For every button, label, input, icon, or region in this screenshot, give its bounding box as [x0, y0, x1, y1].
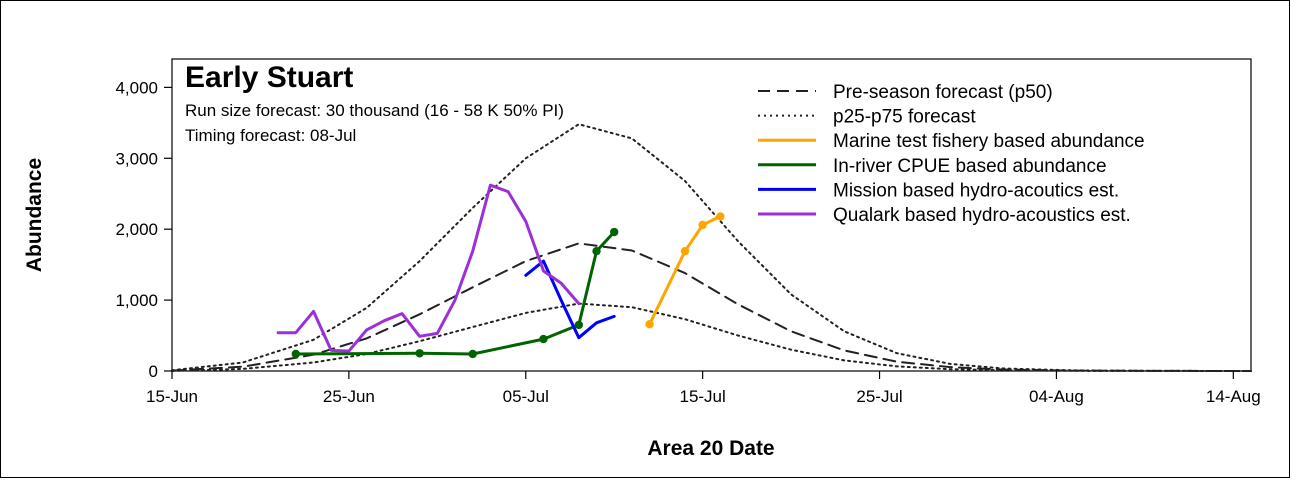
x-tick-label: 15-Jun: [146, 387, 198, 406]
y-axis-title: Abundance: [23, 158, 46, 272]
data-point: [592, 246, 601, 256]
legend-label: Pre-season forecast (p50): [833, 82, 1053, 103]
subtitle-run-size: Run size forecast: 30 thousand (16 - 58 …: [185, 101, 564, 120]
data-point: [610, 227, 619, 237]
legend-label: Qualark based hydro-acoustics est.: [833, 205, 1131, 226]
data-point: [468, 349, 477, 359]
data-point: [415, 349, 424, 358]
x-tick-label: 05-Jul: [503, 387, 549, 406]
y-tick-label: 1,000: [115, 291, 158, 310]
y-axis: 0 1,000 2,000 3,000 4,000: [115, 78, 172, 381]
series-line-1: [171, 123, 1252, 372]
series-layer: [171, 123, 1252, 372]
chart-title: Early Stuart: [185, 61, 353, 94]
data-point: [574, 320, 584, 330]
data-point: [539, 334, 548, 344]
y-tick-label: 2,000: [115, 220, 158, 239]
y-tick-label: 3,000: [115, 149, 158, 168]
data-point: [698, 220, 707, 230]
series-line-6: [276, 183, 581, 353]
x-axis-title: Area 20 Date: [647, 437, 774, 460]
legend-label: In-river CPUE based abundance: [833, 156, 1107, 177]
series-line-5: [524, 259, 616, 340]
data-point: [645, 320, 654, 329]
x-tick-label: 04-Aug: [1029, 387, 1084, 406]
series-line-3: [648, 214, 722, 326]
data-point: [680, 246, 690, 256]
x-tick-label: 25-Jun: [323, 387, 375, 406]
x-tick-label: 25-Jul: [856, 387, 902, 406]
series-line-2: [171, 302, 1252, 372]
series-line-4: [294, 230, 616, 356]
x-axis: 15-Jun 25-Jun 05-Jul 15-Jul 25-Jul 04-Aug 14-A…: [146, 371, 1261, 406]
y-tick-label: 0: [149, 362, 158, 381]
legend-label: p25-p75 forecast: [833, 107, 976, 128]
subtitle-timing: Timing forecast: 08-Jul: [185, 126, 356, 145]
plot-area: [171, 58, 1252, 372]
x-tick-label: 15-Jul: [679, 387, 725, 406]
legend-label: Mission based hydro-acoutics est.: [833, 180, 1119, 201]
data-point: [716, 212, 725, 221]
legend: Pre-season forecast (p50) p25-p75 forecas…: [758, 82, 1145, 226]
legend-label: Marine test fishery based abundance: [833, 131, 1145, 152]
y-tick-label: 4,000: [115, 78, 158, 97]
x-tick-label: 14-Aug: [1206, 387, 1261, 406]
data-point: [291, 349, 301, 359]
